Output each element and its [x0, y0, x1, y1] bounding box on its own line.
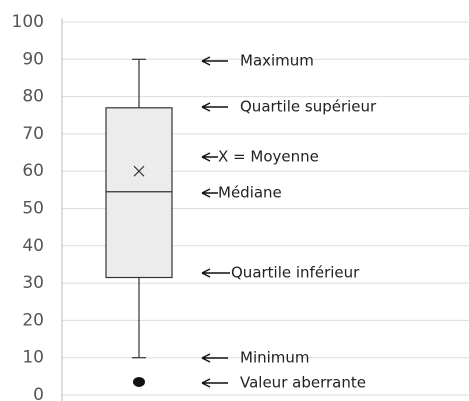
annotation: Quartile supérieur	[240, 98, 377, 116]
outlier	[133, 376, 145, 387]
mean-marker	[133, 165, 145, 177]
y-tick-label: 20	[22, 310, 44, 330]
annotation: Minimum	[240, 349, 310, 367]
annotation: X = Moyenne	[218, 148, 319, 166]
y-tick-label: 40	[22, 236, 44, 256]
y-tick-label: 30	[22, 273, 44, 293]
annotation: Quartile inférieur	[231, 264, 360, 282]
y-tick-label: 10	[22, 348, 44, 368]
annotation: Maximum	[240, 52, 314, 70]
y-tick-label: 100	[12, 12, 44, 32]
annotation: Médiane	[218, 184, 282, 202]
y-tick-label: 70	[22, 124, 44, 144]
plot: 0 10 20 30 40 50 60 70 80 90 100	[12, 12, 469, 401]
y-tick-label: 60	[22, 161, 44, 181]
y-tick-label: 90	[22, 49, 44, 69]
box	[105, 107, 173, 279]
y-tick-label: 80	[22, 87, 44, 107]
annotation: Valeur aberrante	[240, 374, 366, 392]
annotation-arrows	[201, 56, 230, 388]
y-tick-label: 50	[22, 199, 44, 219]
y-tick-label: 0	[33, 385, 44, 401]
